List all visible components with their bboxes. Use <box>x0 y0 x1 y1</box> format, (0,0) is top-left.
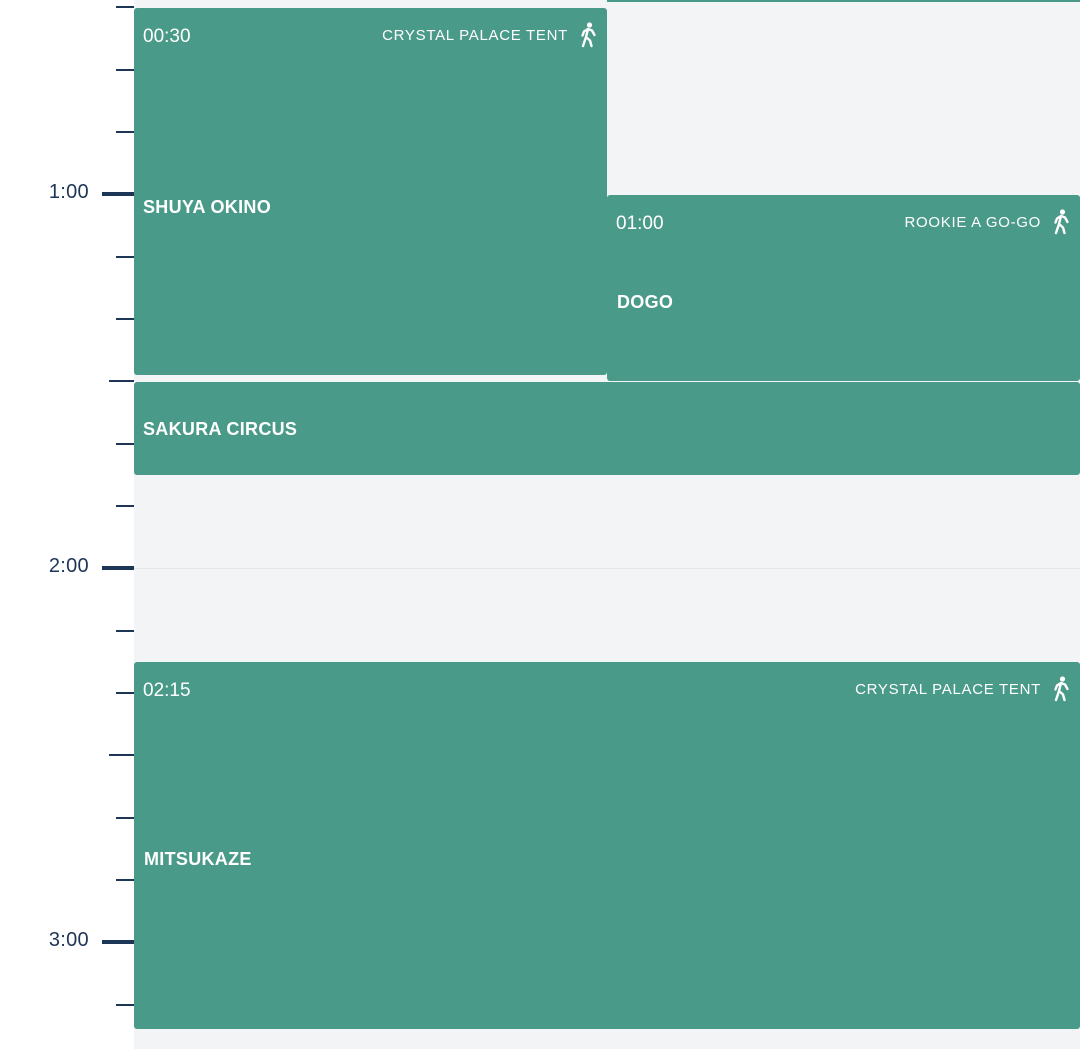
time-tick <box>116 6 134 8</box>
event-card-mitsukaze[interactable]: 02:15 CRYSTAL PALACE TENT MITSUKAZE <box>134 662 1080 1029</box>
walking-person-icon <box>581 22 596 48</box>
half-hour-tick <box>109 380 134 382</box>
hour-label: 2:00 <box>48 555 89 577</box>
walking-person-icon <box>1054 676 1069 702</box>
hour-label: 1:00 <box>48 181 89 203</box>
hour-tick <box>102 566 134 570</box>
hour-label: 3:00 <box>48 929 89 951</box>
event-card-shuya-okino[interactable]: 00:30 CRYSTAL PALACE TENT SHUYA OKINO <box>134 8 607 375</box>
event-start-time: 02:15 <box>143 680 191 701</box>
time-tick <box>116 630 134 632</box>
event-stage-name: ROOKIE A GO-GO <box>904 214 1041 231</box>
walking-person-icon <box>1054 209 1069 235</box>
event-card-sakura-circus[interactable]: SAKURA CIRCUS <box>134 382 1080 475</box>
time-tick <box>116 131 134 133</box>
time-tick <box>116 817 134 819</box>
event-start-time: 01:00 <box>616 213 664 234</box>
event-stage-name: CRYSTAL PALACE TENT <box>382 27 568 44</box>
time-gutter <box>0 0 134 1049</box>
time-tick <box>116 505 134 507</box>
hour-tick <box>102 192 134 196</box>
time-tick <box>116 879 134 881</box>
time-tick <box>116 318 134 320</box>
time-tick <box>116 443 134 445</box>
event-artist-name: MITSUKAZE <box>144 849 252 869</box>
time-tick <box>116 69 134 71</box>
event-stage-name: CRYSTAL PALACE TENT <box>855 681 1041 698</box>
time-tick <box>116 692 134 694</box>
event-artist-name: SHUYA OKINO <box>143 197 271 217</box>
time-tick <box>116 256 134 258</box>
half-hour-tick <box>109 754 134 756</box>
event-start-time: 00:30 <box>143 26 191 47</box>
previous-event-edge[interactable] <box>607 0 1080 2</box>
event-artist-name: SAKURA CIRCUS <box>143 419 298 439</box>
time-tick <box>116 1004 134 1006</box>
event-card-dogo[interactable]: 01:00 ROOKIE A GO-GO DOGO <box>607 195 1080 381</box>
event-artist-name: DOGO <box>617 292 674 312</box>
hour-gridline <box>134 568 1080 569</box>
hour-tick <box>102 940 134 944</box>
